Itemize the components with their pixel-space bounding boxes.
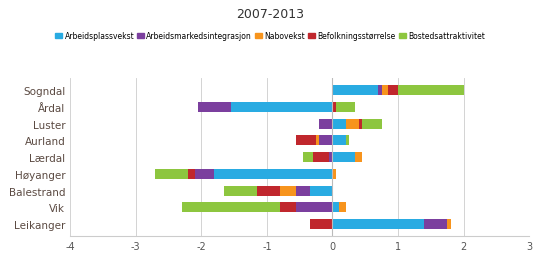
Bar — [188, 169, 195, 179]
Bar — [214, 169, 333, 179]
Bar — [156, 169, 188, 179]
Bar — [346, 119, 359, 129]
Bar — [195, 169, 214, 179]
Bar — [359, 119, 362, 129]
Bar — [257, 186, 280, 196]
Bar — [296, 186, 309, 196]
Bar — [333, 202, 339, 212]
Bar — [329, 152, 333, 163]
Bar — [224, 186, 257, 196]
Bar — [333, 119, 346, 129]
Bar — [280, 186, 296, 196]
Bar — [303, 152, 313, 163]
Bar — [379, 86, 382, 96]
Bar — [346, 136, 349, 146]
Bar — [333, 136, 346, 146]
Bar — [333, 152, 355, 163]
Bar — [296, 202, 333, 212]
Bar — [336, 103, 355, 113]
Bar — [333, 103, 336, 113]
Bar — [309, 186, 333, 196]
Bar — [316, 136, 319, 146]
Legend: Arbeidsplassvekst, Arbeidsmarkedsintegrasjon, Nabovekst, Befolkningsstørrelse, B: Arbeidsplassvekst, Arbeidsmarkedsintegra… — [55, 32, 485, 41]
Text: 2007-2013: 2007-2013 — [236, 8, 304, 21]
Bar — [198, 103, 231, 113]
Bar — [313, 152, 329, 163]
Bar — [319, 119, 333, 129]
Bar — [231, 103, 333, 113]
Bar — [447, 219, 450, 229]
Bar — [333, 219, 424, 229]
Bar — [398, 86, 464, 96]
Bar — [362, 119, 382, 129]
Bar — [333, 169, 336, 179]
Bar — [181, 202, 280, 212]
Bar — [296, 136, 316, 146]
Bar — [388, 86, 398, 96]
Bar — [309, 219, 333, 229]
Bar — [319, 136, 333, 146]
Bar — [339, 202, 346, 212]
Bar — [424, 219, 447, 229]
Bar — [280, 202, 296, 212]
Bar — [333, 86, 379, 96]
Bar — [355, 152, 362, 163]
Bar — [382, 86, 388, 96]
